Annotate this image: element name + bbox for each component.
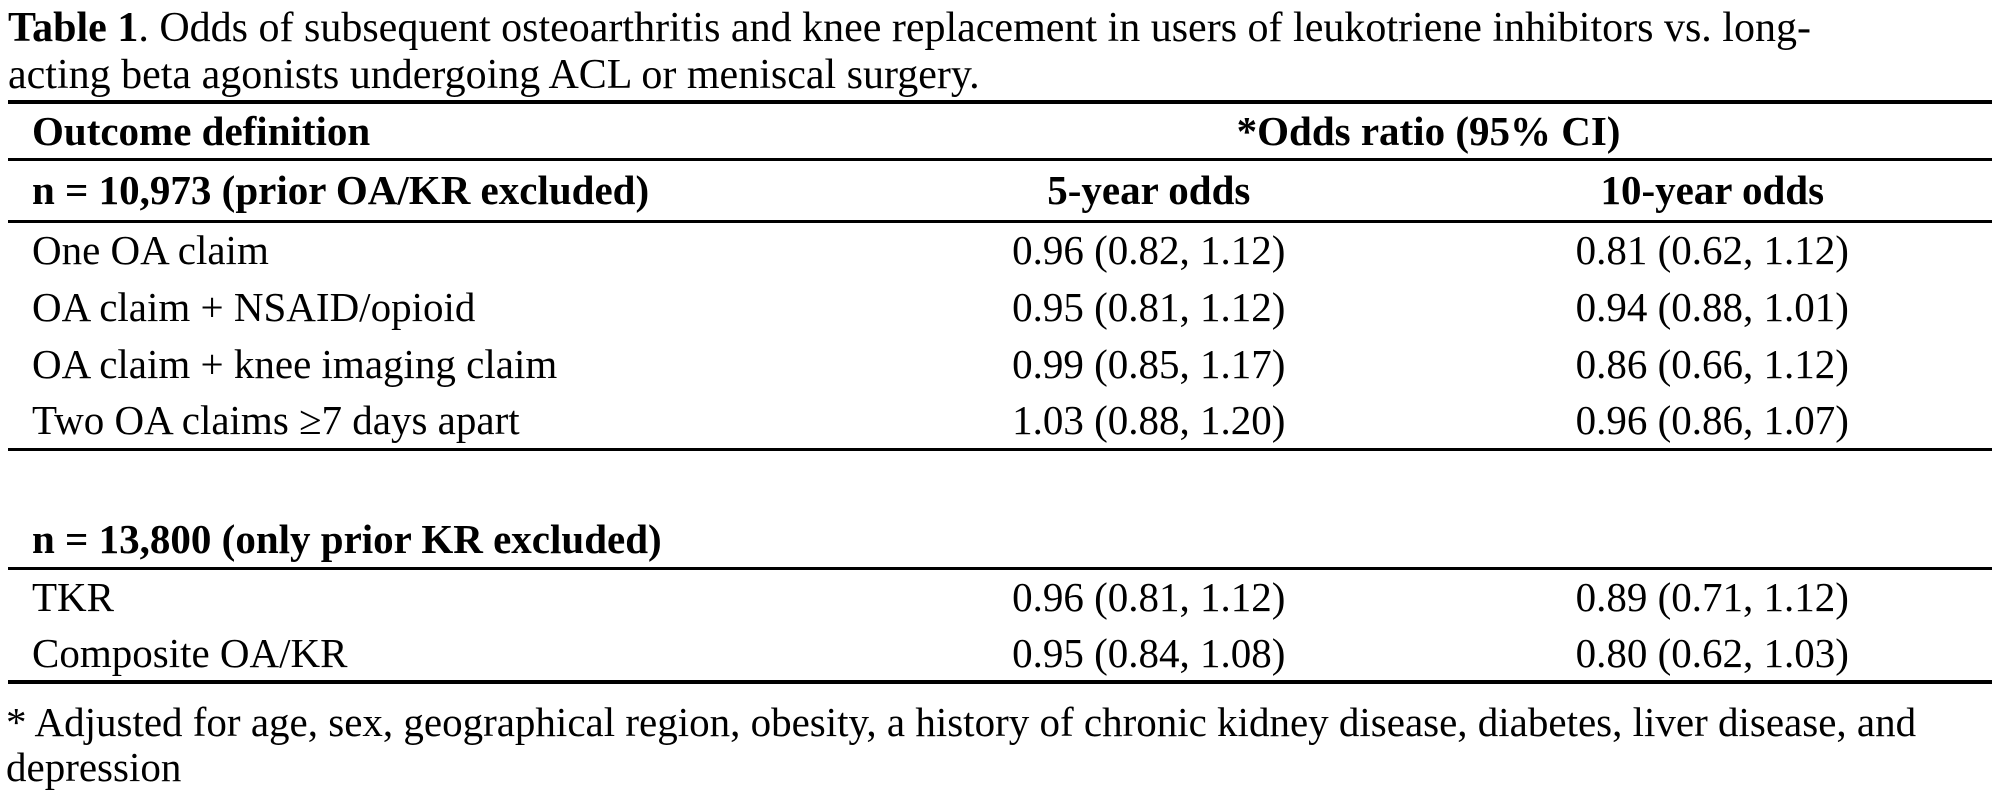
odds-5yr-cell: 1.03 (0.88, 1.20) xyxy=(865,392,1433,451)
table-row: OA claim + NSAID/opioid 0.95 (0.81, 1.12… xyxy=(8,278,1992,335)
results-table: Outcome definition *Odds ratio (95% CI) … xyxy=(8,100,1992,684)
table-title-line2: acting beta agonists undergoing ACL or m… xyxy=(8,52,980,98)
column-header-10-year-odds: 10-year odds xyxy=(1432,159,1992,223)
odds-10yr-cell: 0.86 (0.66, 1.12) xyxy=(1575,340,1849,387)
odds-5yr-cell: 0.96 (0.81, 1.12) xyxy=(1012,574,1286,621)
outcome-cell: OA claim + knee imaging claim xyxy=(32,340,558,387)
section-spacer xyxy=(8,449,1992,511)
footnote-line2: depression xyxy=(6,744,182,790)
table-header-row: Outcome definition *Odds ratio (95% CI) xyxy=(8,102,1992,161)
odds-5yr-cell: 0.95 (0.81, 1.12) xyxy=(1012,283,1286,330)
table-row: One OA claim 0.96 (0.82, 1.12) 0.81 (0.6… xyxy=(8,221,1992,278)
outcome-cell: OA claim + NSAID/opioid xyxy=(32,283,476,330)
outcome-cell: TKR xyxy=(32,574,114,621)
outcome-cell: One OA claim xyxy=(32,227,269,274)
table-row: OA claim + knee imaging claim 0.99 (0.85… xyxy=(8,335,1992,392)
column-header-outcome-definition: Outcome definition xyxy=(8,102,866,161)
odds-5yr-cell: 0.95 (0.84, 1.08) xyxy=(1012,629,1286,676)
footnote: * Adjusted for age, sex, geographical re… xyxy=(6,700,1996,790)
section1-header: n = 10,973 (prior OA/KR excluded) xyxy=(8,159,866,223)
table-row: Two OA claims ≥7 days apart 1.03 (0.88, … xyxy=(8,392,1992,451)
table-row: Composite OA/KR 0.95 (0.84, 1.08) 0.80 (… xyxy=(8,625,1992,682)
table-title: Table 1. Odds of subsequent osteoarthrit… xyxy=(8,5,1996,99)
odds-10yr-cell: 0.96 (0.86, 1.07) xyxy=(1432,392,1992,451)
spacer-cell xyxy=(8,449,1992,511)
footnote-line1: * Adjusted for age, sex, geographical re… xyxy=(6,699,1917,745)
odds-5yr-cell: 0.99 (0.85, 1.17) xyxy=(1012,340,1286,387)
odds-10yr-cell: 0.94 (0.88, 1.01) xyxy=(1575,283,1849,330)
odds-10yr-cell: 0.89 (0.71, 1.12) xyxy=(1575,574,1849,621)
section1-header-row: n = 10,973 (prior OA/KR excluded) 5-year… xyxy=(8,159,1992,223)
odds-10yr-cell: 0.80 (0.62, 1.03) xyxy=(1575,629,1849,676)
table-row: TKR 0.96 (0.81, 1.12) 0.89 (0.71, 1.12) xyxy=(8,568,1992,625)
outcome-cell: Composite OA/KR xyxy=(32,629,348,676)
section2-header: n = 13,800 (only prior KR excluded) xyxy=(8,511,1992,570)
table-number-label: Table 1 xyxy=(8,5,139,51)
odds-10yr-cell: 0.81 (0.62, 1.12) xyxy=(1575,227,1849,274)
table-title-line1: . Odds of subsequent osteoarthritis and … xyxy=(138,5,1811,51)
odds-5yr-cell: 0.96 (0.82, 1.12) xyxy=(1012,227,1286,274)
column-header-odds-ratio: *Odds ratio (95% CI) xyxy=(865,102,1992,161)
column-header-5-year-odds: 5-year odds xyxy=(865,159,1433,223)
section2-header-row: n = 13,800 (only prior KR excluded) xyxy=(8,511,1992,570)
outcome-cell: Two OA claims ≥7 days apart xyxy=(8,392,866,451)
